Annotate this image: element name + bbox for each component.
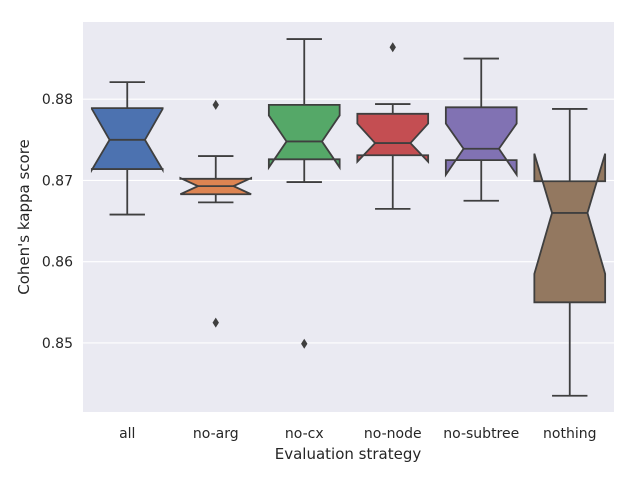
box-all: [90, 81, 164, 216]
outlier-point: [301, 338, 308, 349]
notched-box: [356, 112, 430, 165]
x-tick-label: no-node: [364, 426, 422, 442]
notched-box: [533, 153, 607, 304]
box-series: [90, 38, 607, 397]
y-tick-label: 0.86: [42, 255, 73, 271]
box-no-node: [356, 42, 430, 210]
plot-background: [83, 22, 614, 412]
outlier-point: [212, 99, 219, 110]
outlier-point: [212, 317, 219, 328]
x-tick-labels: all no-arg no-cx no-node no-subtree nothing: [119, 426, 596, 442]
x-axis-label: Evaluation strategy: [275, 445, 422, 463]
x-tick-label: nothing: [543, 426, 596, 442]
box-no-arg: [179, 99, 253, 328]
box-no-subtree: [444, 57, 518, 202]
box-nothing: [533, 108, 607, 397]
notched-box: [444, 106, 518, 178]
y-tick-label: 0.87: [42, 173, 73, 189]
gridlines: [83, 98, 614, 344]
y-tick-labels: 0.85 0.86 0.87 0.88: [42, 92, 73, 352]
y-axis-label: Cohen's kappa score: [15, 139, 33, 295]
box-no-cx: [267, 38, 341, 349]
x-tick-label: no-cx: [285, 426, 324, 442]
x-tick-label: no-arg: [193, 426, 239, 442]
x-tick-label: no-subtree: [443, 426, 519, 442]
y-tick-label: 0.88: [42, 92, 73, 108]
outlier-point: [389, 42, 396, 53]
x-tick-label: all: [119, 426, 135, 442]
notched-box: [267, 103, 341, 171]
y-tick-label: 0.85: [42, 336, 73, 352]
